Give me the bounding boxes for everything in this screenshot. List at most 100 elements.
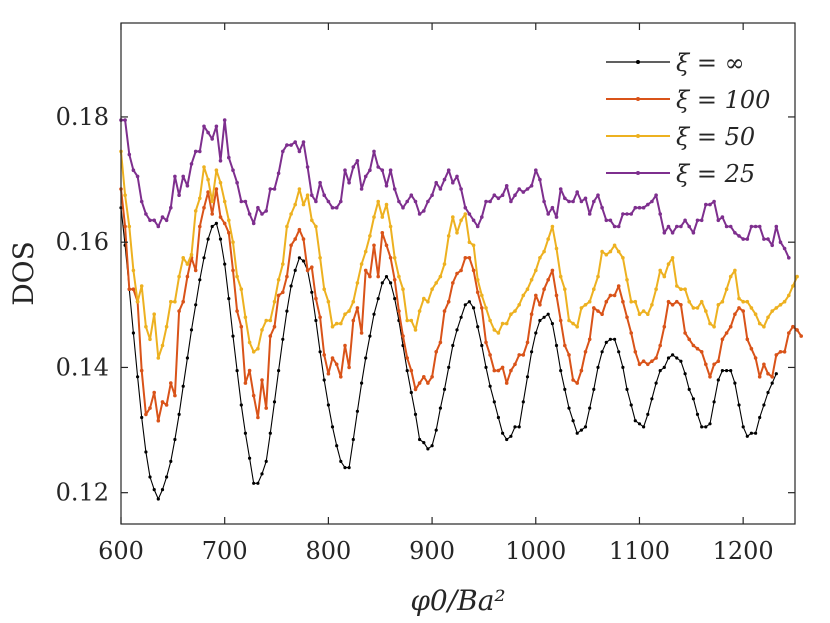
data-point [687, 337, 691, 342]
data-point [612, 293, 617, 298]
data-point [417, 381, 422, 385]
data-point [600, 205, 604, 210]
data-point [136, 375, 140, 379]
data-point [621, 212, 625, 216]
data-point [177, 412, 181, 416]
data-point [712, 400, 716, 404]
data-point [666, 356, 671, 360]
data-point [728, 224, 733, 229]
data-point [588, 406, 592, 410]
data-point [670, 255, 675, 260]
data-point [517, 303, 521, 307]
data-point [791, 284, 795, 288]
x-tick-label: 900 [409, 537, 455, 565]
data-point [256, 481, 260, 485]
data-point [247, 340, 252, 345]
data-point [513, 309, 517, 313]
data-point [392, 278, 397, 282]
data-point [642, 425, 646, 429]
legend-marker [636, 171, 640, 175]
data-point [563, 196, 567, 201]
data-point [505, 437, 509, 442]
data-point [754, 431, 758, 435]
data-point [227, 231, 231, 235]
data-point [583, 425, 588, 429]
data-point [766, 371, 770, 376]
data-point [413, 412, 418, 416]
data-point [699, 299, 704, 304]
axis-ticks: 600 700 800 900 1000 1100 1200 0.12 0.14 0.16 0.18 [56, 23, 795, 565]
data-point [123, 224, 127, 229]
data-point [716, 218, 721, 223]
data-point [675, 224, 679, 229]
data-point [472, 306, 476, 310]
data-point [368, 168, 372, 172]
data-point [193, 268, 198, 273]
data-point [629, 299, 633, 304]
data-point [214, 221, 218, 225]
data-point [629, 403, 633, 407]
data-point [430, 444, 434, 448]
data-point [355, 306, 360, 310]
data-point [451, 215, 455, 219]
data-point [691, 343, 696, 348]
data-point [177, 193, 181, 197]
data-point [504, 381, 509, 385]
data-point [438, 406, 442, 410]
data-point [745, 337, 750, 342]
data-point [691, 397, 696, 401]
data-point [650, 359, 654, 364]
data-point [720, 337, 725, 342]
data-point [343, 168, 347, 172]
data-point [604, 299, 609, 304]
data-point [641, 309, 646, 313]
data-point [297, 187, 302, 191]
data-point [741, 309, 745, 313]
data-point [243, 315, 248, 320]
data-point [434, 428, 438, 432]
data-point [467, 212, 472, 216]
data-point [471, 268, 476, 273]
data-point [666, 224, 671, 229]
data-point [525, 340, 530, 345]
data-point [592, 306, 596, 310]
data-point [276, 171, 281, 176]
data-point [534, 331, 538, 335]
data-point [173, 299, 177, 304]
data-point [471, 218, 476, 223]
data-point [446, 234, 451, 238]
series-group [119, 206, 778, 501]
data-point [567, 406, 571, 410]
data-point [181, 174, 185, 179]
data-point [148, 406, 152, 410]
data-point [554, 293, 559, 298]
data-point [293, 237, 298, 241]
data-point [293, 268, 297, 272]
data-point [463, 303, 467, 307]
data-point [728, 324, 733, 329]
data-point [177, 309, 181, 313]
data-point [343, 343, 347, 348]
data-point [268, 334, 273, 338]
data-point [289, 212, 293, 216]
data-point [222, 199, 227, 204]
data-point [525, 375, 530, 379]
data-point [123, 193, 127, 197]
data-point [475, 224, 480, 229]
data-point [227, 218, 231, 223]
data-point [712, 199, 716, 204]
data-point [579, 368, 584, 373]
data-point [712, 324, 716, 329]
x-tick-label: 700 [202, 537, 248, 565]
legend-item: ξ = 25 [606, 160, 755, 188]
data-point [305, 165, 310, 169]
data-point [397, 274, 401, 279]
data-point [475, 278, 480, 282]
data-point [202, 165, 206, 169]
data-point [392, 255, 397, 260]
data-point [455, 174, 459, 179]
data-point [359, 187, 364, 191]
data-point [193, 209, 198, 213]
data-point [467, 300, 471, 304]
